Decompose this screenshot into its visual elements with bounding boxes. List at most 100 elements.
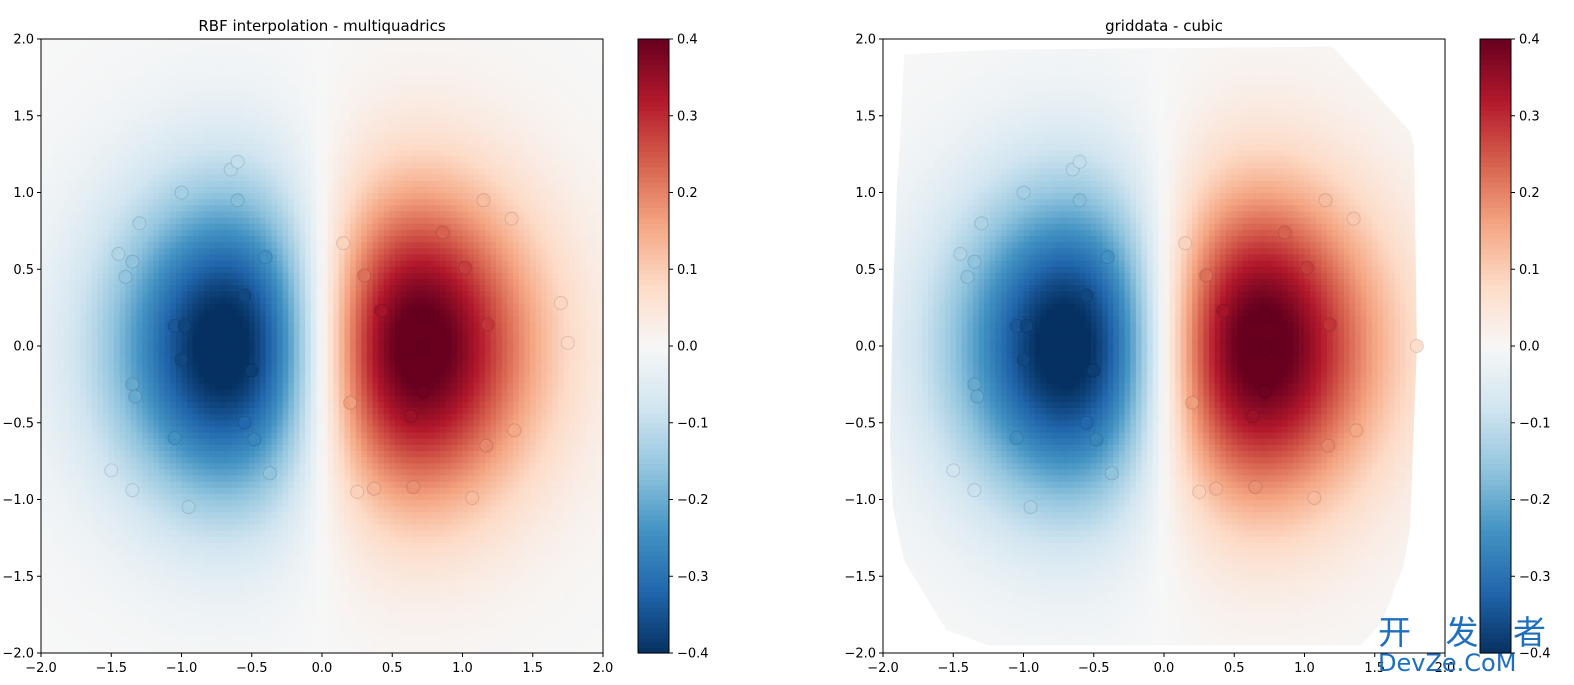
colorbar-segment — [638, 100, 669, 107]
colorbar-segment — [1480, 166, 1511, 173]
colorbar-segment — [638, 340, 669, 347]
colorbar-segment — [638, 381, 669, 388]
watermark-site-text: DevZe.CoM — [1378, 651, 1558, 675]
colorbar-tick-label: −0.1 — [677, 416, 709, 431]
colorbar-segment — [1480, 325, 1511, 332]
colorbar-segment — [1480, 596, 1511, 603]
colorbar-segment — [1480, 555, 1511, 562]
colorbar-segment — [638, 90, 669, 96]
sample-point — [357, 268, 372, 283]
sample-point — [1318, 193, 1333, 208]
sample-point — [1307, 490, 1322, 505]
x-tick-label: −1.0 — [1008, 661, 1040, 676]
colorbar-tick-label: 0.0 — [1519, 340, 1540, 355]
sample-point — [350, 484, 365, 499]
colorbar-segment — [638, 95, 669, 101]
colorbar-tick-label: 0.2 — [677, 186, 698, 201]
y-tick-label: 1.5 — [855, 109, 876, 124]
colorbar-segment — [638, 443, 669, 449]
chart-panel-2: griddata - cubic −2.0 −1.5 −1.0 −0.5 0.0 0.5 1.… — [844, 17, 1550, 676]
sample-point — [1016, 185, 1031, 200]
chart-title: RBF interpolation - multiquadrics — [198, 17, 445, 35]
colorbar-segment — [1480, 228, 1511, 235]
colorbar-segment — [638, 351, 669, 357]
sample-point — [1300, 260, 1315, 275]
sample-point — [1248, 480, 1263, 495]
sample-point — [967, 377, 982, 392]
colorbar-segment — [638, 274, 669, 281]
sample-point — [416, 385, 431, 400]
colorbar-segment — [1480, 131, 1511, 137]
colorbar-segment — [638, 136, 669, 142]
sample-point — [174, 185, 189, 200]
x-tick-label: −1.5 — [937, 661, 969, 676]
colorbar-segment — [638, 519, 669, 526]
colorbar-segment — [1480, 279, 1511, 286]
colorbar-segment — [638, 74, 669, 81]
colorbar-segment — [1480, 49, 1511, 55]
colorbar-segment — [638, 325, 669, 332]
x-tick-label: 2.0 — [1435, 661, 1456, 676]
x-tick-label: 1.5 — [522, 661, 543, 676]
colorbar-segment — [1480, 74, 1511, 81]
colorbar-segment — [638, 356, 669, 362]
colorbar-segment — [1480, 335, 1511, 342]
colorbar-segment — [638, 279, 669, 286]
colorbar-segment — [1480, 443, 1511, 449]
colorbar-segment — [1480, 356, 1511, 362]
y-tick-label: 1.5 — [13, 109, 34, 124]
y-tick-label: −2.0 — [2, 647, 34, 662]
colorbar-segment — [1480, 141, 1511, 148]
sample-point — [1199, 268, 1214, 283]
colorbar-segment — [1480, 407, 1511, 414]
colorbar-segment — [1480, 371, 1511, 378]
colorbar-segment — [638, 49, 669, 55]
sample-point — [111, 246, 126, 261]
colorbar-segment — [638, 581, 669, 588]
colorbar-segment — [638, 207, 669, 214]
sample-point — [1178, 236, 1193, 251]
sample-point — [336, 236, 351, 251]
colorbar-segment — [1480, 637, 1511, 644]
colorbar-tick-label: 0.0 — [677, 340, 698, 355]
colorbar-segment — [638, 120, 669, 127]
colorbar-segment — [1480, 550, 1511, 557]
colorbar-segment — [638, 218, 669, 224]
y-tick-label: 1.0 — [13, 186, 34, 201]
colorbar-segment — [638, 586, 669, 593]
colorbar-segment — [638, 294, 669, 301]
y-tick-label: −1.0 — [2, 493, 34, 508]
colorbar-segment — [1480, 504, 1511, 511]
sample-point — [366, 481, 381, 496]
colorbar-tick-label: −0.1 — [1519, 416, 1551, 431]
colorbar-segment — [638, 453, 669, 460]
sample-point — [479, 438, 494, 453]
colorbar-segment — [1480, 361, 1511, 368]
colorbar-segment — [1480, 207, 1511, 214]
colorbar-segment — [638, 366, 669, 373]
sample-point — [1185, 395, 1200, 410]
x-tick-label: −1.5 — [95, 661, 127, 676]
colorbar-segment — [1480, 381, 1511, 388]
y-tick-label: −0.5 — [844, 416, 876, 431]
colorbar-segment — [1480, 182, 1511, 188]
colorbar-segment — [638, 192, 669, 199]
colorbar-segment — [638, 402, 669, 408]
colorbar-segment — [638, 458, 669, 465]
colorbar-tick-label: 0.1 — [677, 263, 698, 278]
sample-point — [1192, 484, 1207, 499]
colorbar-segment — [638, 576, 669, 582]
colorbar-segment — [638, 509, 669, 516]
sample-point — [1216, 303, 1231, 318]
colorbar-segment — [638, 310, 669, 316]
sample-point — [504, 211, 519, 226]
colorbar-segment — [638, 622, 669, 629]
colorbar-segment — [638, 422, 669, 429]
colorbar-segment — [638, 79, 669, 86]
sample-point — [1072, 154, 1087, 169]
x-tick-label: −2.0 — [867, 661, 899, 676]
sample-point — [967, 483, 982, 498]
y-tick-label: −2.0 — [844, 647, 876, 662]
colorbar-tick-label: 0.3 — [1519, 109, 1540, 124]
colorbar-segment — [1480, 397, 1511, 403]
